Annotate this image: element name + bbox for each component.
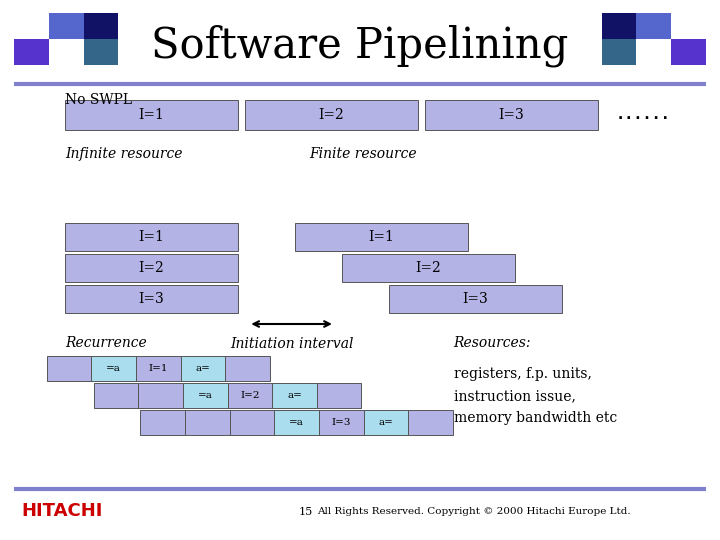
- Text: I=2: I=2: [240, 391, 260, 400]
- FancyBboxPatch shape: [140, 410, 185, 435]
- Text: I=1: I=1: [148, 364, 168, 373]
- FancyBboxPatch shape: [408, 410, 453, 435]
- Bar: [84, 14, 118, 39]
- Text: Resources:: Resources:: [454, 336, 531, 350]
- FancyBboxPatch shape: [225, 356, 270, 381]
- FancyBboxPatch shape: [364, 410, 408, 435]
- Text: I=1: I=1: [138, 108, 164, 122]
- Text: I=3: I=3: [138, 292, 164, 306]
- FancyBboxPatch shape: [272, 383, 317, 408]
- FancyBboxPatch shape: [228, 383, 272, 408]
- FancyBboxPatch shape: [91, 356, 136, 381]
- Text: I=3: I=3: [331, 418, 351, 427]
- Text: registers, f.p. units,
instruction issue,
memory bandwidth etc: registers, f.p. units, instruction issue…: [454, 367, 617, 424]
- Text: HITACHI: HITACHI: [22, 502, 103, 521]
- FancyBboxPatch shape: [65, 223, 238, 251]
- Bar: [602, 39, 636, 65]
- Text: I=2: I=2: [415, 261, 441, 275]
- FancyBboxPatch shape: [425, 100, 598, 130]
- Text: =a: =a: [289, 418, 304, 427]
- Text: No SWPL: No SWPL: [65, 93, 132, 107]
- FancyBboxPatch shape: [295, 223, 468, 251]
- FancyBboxPatch shape: [185, 410, 230, 435]
- Text: ......: ......: [616, 107, 670, 122]
- Text: a=: a=: [287, 391, 302, 400]
- Text: Software Pipelining: Software Pipelining: [151, 25, 569, 67]
- Text: Finite resource: Finite resource: [310, 147, 417, 161]
- Text: I=1: I=1: [138, 230, 164, 244]
- FancyBboxPatch shape: [47, 356, 91, 381]
- FancyBboxPatch shape: [138, 383, 183, 408]
- Bar: [671, 39, 706, 65]
- Text: All Rights Reserved. Copyright © 2000 Hitachi Europe Ltd.: All Rights Reserved. Copyright © 2000 Hi…: [317, 508, 631, 516]
- FancyBboxPatch shape: [65, 285, 238, 313]
- FancyBboxPatch shape: [94, 383, 138, 408]
- Bar: [14, 39, 49, 65]
- Text: =a: =a: [107, 364, 121, 373]
- FancyBboxPatch shape: [389, 285, 562, 313]
- Text: 15: 15: [299, 507, 313, 517]
- Bar: [84, 39, 118, 65]
- Text: a=: a=: [379, 418, 393, 427]
- Text: I=1: I=1: [369, 230, 395, 244]
- Text: Initiation interval: Initiation interval: [230, 338, 354, 352]
- Text: I=3: I=3: [462, 292, 488, 306]
- FancyBboxPatch shape: [274, 410, 319, 435]
- FancyBboxPatch shape: [181, 356, 225, 381]
- Text: I=3: I=3: [498, 108, 524, 122]
- Text: a=: a=: [196, 364, 210, 373]
- FancyBboxPatch shape: [65, 254, 238, 282]
- Bar: [636, 14, 671, 39]
- Text: Recurrence: Recurrence: [65, 336, 147, 350]
- Bar: [602, 14, 636, 39]
- FancyBboxPatch shape: [245, 100, 418, 130]
- Text: I=2: I=2: [138, 261, 164, 275]
- FancyBboxPatch shape: [65, 100, 238, 130]
- Text: Infinite resource: Infinite resource: [65, 147, 182, 161]
- FancyBboxPatch shape: [230, 410, 274, 435]
- Text: =a: =a: [198, 391, 212, 400]
- FancyBboxPatch shape: [319, 410, 364, 435]
- FancyBboxPatch shape: [136, 356, 181, 381]
- FancyBboxPatch shape: [183, 383, 228, 408]
- FancyBboxPatch shape: [342, 254, 515, 282]
- Bar: [49, 14, 84, 39]
- Text: I=2: I=2: [318, 108, 344, 122]
- FancyBboxPatch shape: [317, 383, 361, 408]
